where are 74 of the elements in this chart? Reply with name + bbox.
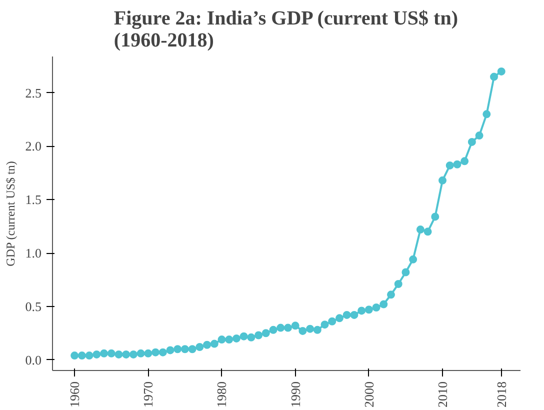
point xyxy=(166,346,174,354)
y-tick-label: 0.0 xyxy=(25,352,42,368)
point xyxy=(460,157,469,166)
point xyxy=(490,72,498,81)
point xyxy=(424,228,432,236)
point xyxy=(320,320,329,329)
point xyxy=(196,343,204,351)
point xyxy=(122,350,130,358)
point xyxy=(298,326,307,335)
point xyxy=(291,322,300,330)
point xyxy=(409,255,418,264)
point xyxy=(107,349,116,358)
y-tick-label: 1.5 xyxy=(25,192,42,208)
point xyxy=(358,306,366,315)
y-tick-label: 1.0 xyxy=(25,246,42,261)
point xyxy=(431,212,440,221)
point xyxy=(269,326,278,334)
point xyxy=(284,324,292,332)
x-tick-label: 1960 xyxy=(67,382,82,408)
point xyxy=(180,345,189,354)
point xyxy=(100,349,108,358)
y-tick-label: 2.5 xyxy=(25,85,42,100)
point xyxy=(114,350,123,358)
x-tick-label: 1990 xyxy=(288,382,303,408)
point xyxy=(262,329,270,338)
y-tick-label: 2.0 xyxy=(25,138,42,154)
point xyxy=(328,317,336,326)
x-tick-label: 2018 xyxy=(494,382,509,408)
point xyxy=(70,352,79,360)
point xyxy=(402,268,410,276)
point xyxy=(482,110,491,118)
point xyxy=(254,331,263,340)
point xyxy=(240,332,248,340)
chart-title: Figure 2a: India’s GDP (current US$ tn) (1960-2018) xyxy=(114,8,458,52)
point xyxy=(129,350,138,358)
point xyxy=(218,336,226,344)
point xyxy=(342,310,351,319)
point xyxy=(92,350,101,358)
point xyxy=(136,349,145,358)
point xyxy=(364,306,373,314)
point xyxy=(313,326,322,334)
point xyxy=(380,300,388,308)
point xyxy=(232,334,240,342)
x-tick-label: 1980 xyxy=(214,382,230,408)
point xyxy=(188,345,196,354)
point xyxy=(174,345,182,354)
point xyxy=(386,290,395,299)
point xyxy=(158,348,167,356)
point xyxy=(335,314,344,322)
x-tick-label: 2010 xyxy=(435,382,450,408)
point xyxy=(85,352,94,360)
x-tick-label: 1970 xyxy=(140,382,156,408)
point xyxy=(446,161,454,170)
point xyxy=(276,324,285,332)
point xyxy=(416,226,424,234)
point xyxy=(438,176,446,184)
y-axis-title: GDP (current US$ tn) xyxy=(3,161,18,266)
point xyxy=(453,160,462,168)
point xyxy=(247,333,256,342)
point xyxy=(372,303,380,312)
point xyxy=(468,138,476,146)
point xyxy=(78,352,86,360)
point xyxy=(144,349,152,358)
point xyxy=(225,336,234,344)
point xyxy=(152,348,160,356)
point xyxy=(306,324,314,333)
point xyxy=(350,310,358,319)
point xyxy=(203,340,212,349)
x-tick-label: 2000 xyxy=(361,382,376,408)
point xyxy=(475,132,484,140)
y-tick-label: 0.5 xyxy=(25,298,42,314)
point xyxy=(210,340,218,348)
point xyxy=(394,280,402,288)
point xyxy=(497,67,506,76)
